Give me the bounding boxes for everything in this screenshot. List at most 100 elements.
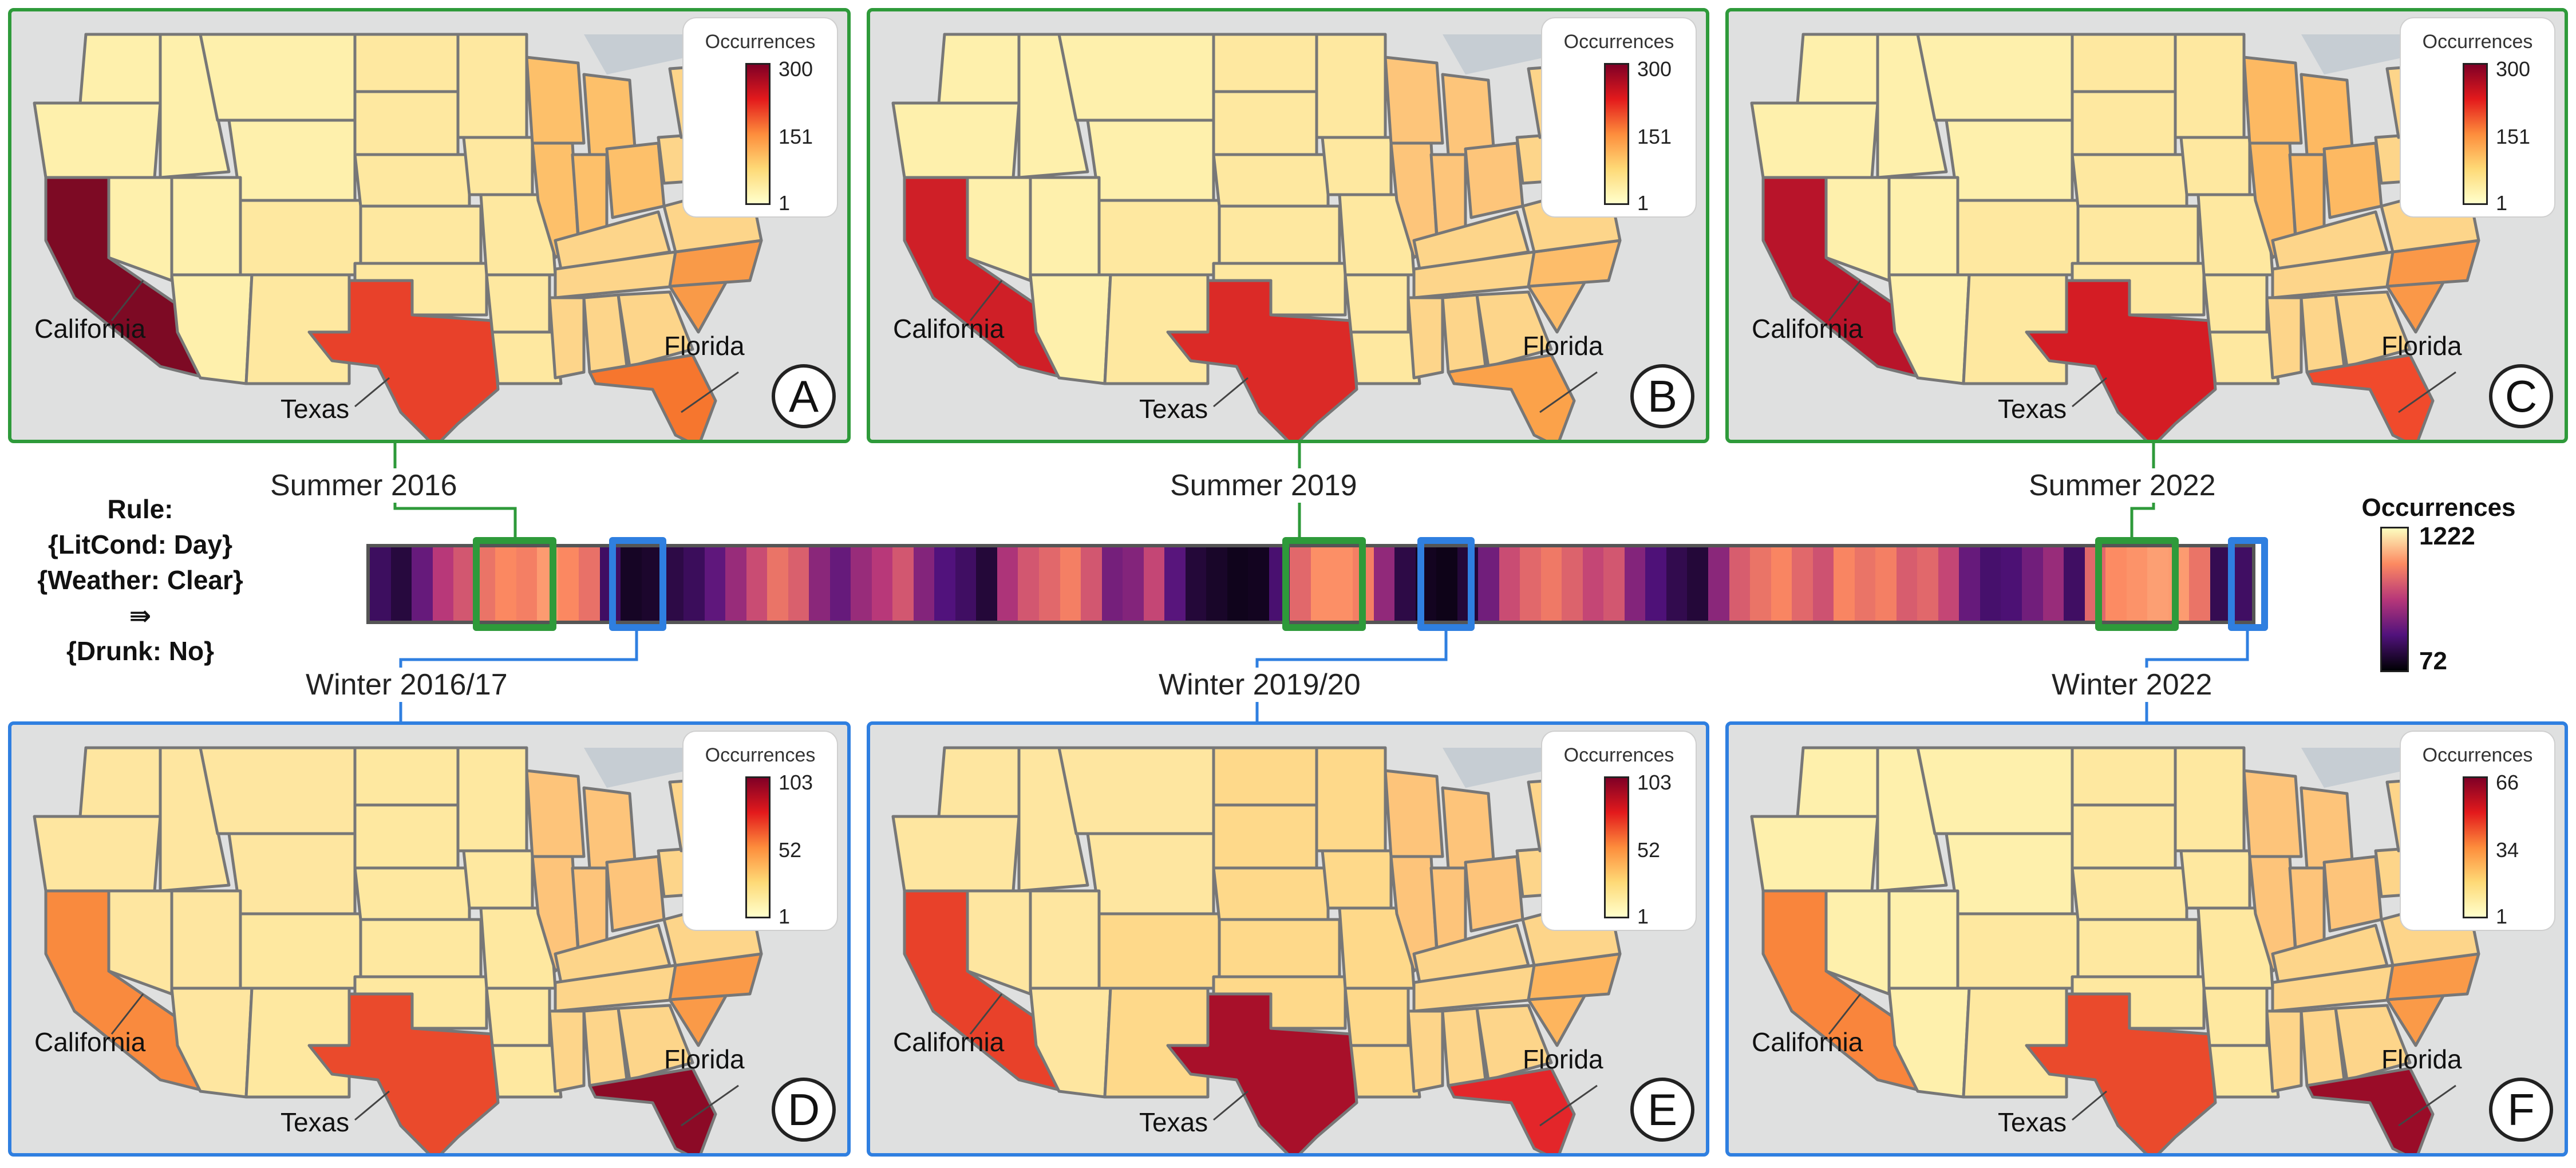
timeline-cell[interactable]	[871, 547, 893, 621]
state-louisiana[interactable]	[2208, 330, 2280, 385]
timeline-cell[interactable]	[913, 547, 935, 621]
timeline-cell[interactable]	[851, 547, 872, 621]
timeline-cell[interactable]	[767, 547, 788, 621]
timeline-cell[interactable]	[1332, 547, 1353, 621]
timeline-cell[interactable]	[1123, 547, 1144, 621]
timeline-cell[interactable]	[432, 547, 454, 621]
timeline-cell[interactable]	[1018, 547, 1039, 621]
timeline-cell[interactable]	[2064, 547, 2085, 621]
timeline-cell[interactable]	[2042, 547, 2064, 621]
timeline-cell[interactable]	[1834, 547, 1855, 621]
timeline-cell[interactable]	[1959, 547, 1980, 621]
timeline-cell[interactable]	[1373, 547, 1395, 621]
timeline-cell[interactable]	[453, 547, 475, 621]
state-wisconsin[interactable]	[2242, 769, 2303, 858]
timeline-cell[interactable]	[955, 547, 977, 621]
timeline-cell[interactable]	[1101, 547, 1123, 621]
state-arizona[interactable]	[1887, 273, 1971, 385]
timeline-cell[interactable]	[1750, 547, 1771, 621]
state-mississippi[interactable]	[548, 296, 586, 380]
timeline-cell[interactable]	[390, 547, 412, 621]
state-new-mexico[interactable]	[244, 987, 351, 1099]
occurrence-timeline[interactable]	[366, 544, 2255, 624]
timeline-cell[interactable]	[1771, 547, 1792, 621]
state-arizona[interactable]	[1029, 987, 1112, 1099]
state-idaho[interactable]	[159, 33, 231, 179]
timeline-cell[interactable]	[516, 547, 538, 621]
timeline-cell[interactable]	[1666, 547, 1688, 621]
timeline-cell[interactable]	[1624, 547, 1646, 621]
state-idaho[interactable]	[1017, 33, 1089, 179]
highlight-summer-2022[interactable]	[2095, 537, 2179, 631]
state-mississippi[interactable]	[1406, 296, 1444, 380]
timeline-cell[interactable]	[1708, 547, 1729, 621]
map-panel-c[interactable]: California Texas Florida Occurrences 300 1…	[1725, 8, 2568, 443]
state-mississippi[interactable]	[2265, 296, 2303, 380]
timeline-cell[interactable]	[1436, 547, 1457, 621]
timeline-cell[interactable]	[788, 547, 809, 621]
state-florida[interactable]	[588, 353, 717, 443]
timeline-cell[interactable]	[1603, 547, 1625, 621]
timeline-cell[interactable]	[1227, 547, 1249, 621]
timeline-cell[interactable]	[641, 547, 663, 621]
state-florida[interactable]	[1447, 353, 1576, 443]
timeline-cell[interactable]	[2001, 547, 2022, 621]
timeline-cell[interactable]	[2147, 547, 2168, 621]
timeline-cell[interactable]	[1875, 547, 1897, 621]
timeline-cell[interactable]	[1540, 547, 1562, 621]
timeline-cell[interactable]	[1081, 547, 1102, 621]
timeline-cell[interactable]	[997, 547, 1018, 621]
timeline-cell[interactable]	[2105, 547, 2127, 621]
timeline-cell[interactable]	[1290, 547, 1311, 621]
timeline-cell[interactable]	[1582, 547, 1604, 621]
timeline-cell[interactable]	[2210, 547, 2231, 621]
map-panel-b[interactable]: California Texas Florida Occurrences 300 1…	[867, 8, 1709, 443]
state-mississippi[interactable]	[1406, 1009, 1444, 1093]
timeline-cell[interactable]	[704, 547, 726, 621]
state-arizona[interactable]	[1887, 987, 1971, 1099]
state-florida[interactable]	[1447, 1067, 1576, 1157]
highlight-winter-2016[interactable]	[609, 537, 666, 631]
timeline-cell[interactable]	[1039, 547, 1060, 621]
timeline-cell[interactable]	[683, 547, 705, 621]
timeline-cell[interactable]	[1248, 547, 1269, 621]
state-wisconsin[interactable]	[1384, 769, 1444, 858]
timeline-cell[interactable]	[1478, 547, 1499, 621]
timeline-cell[interactable]	[1457, 547, 1479, 621]
timeline-cell[interactable]	[579, 547, 600, 621]
timeline-cell[interactable]	[725, 547, 746, 621]
timeline-cell[interactable]	[892, 547, 914, 621]
state-texas[interactable]	[307, 279, 500, 443]
state-louisiana[interactable]	[1349, 1044, 1421, 1099]
timeline-cell[interactable]	[809, 547, 830, 621]
state-texas[interactable]	[2025, 992, 2217, 1157]
state-mississippi[interactable]	[548, 1009, 586, 1093]
state-georgia[interactable]	[2334, 1004, 2412, 1082]
map-panel-e[interactable]: California Texas Florida Occurrences 103 5…	[867, 721, 1709, 1157]
state-idaho[interactable]	[159, 746, 231, 893]
timeline-cell[interactable]	[1792, 547, 1813, 621]
state-georgia[interactable]	[2334, 290, 2412, 368]
state-florida[interactable]	[2305, 1067, 2435, 1157]
timeline-cell[interactable]	[370, 547, 391, 621]
timeline-cell[interactable]	[2021, 547, 2043, 621]
state-louisiana[interactable]	[2208, 1044, 2280, 1099]
state-wisconsin[interactable]	[525, 56, 586, 145]
state-arizona[interactable]	[170, 987, 254, 1099]
state-florida[interactable]	[588, 1067, 717, 1157]
map-panel-f[interactable]: California Texas Florida Occurrences 66 34…	[1725, 721, 2568, 1157]
timeline-cell[interactable]	[1520, 547, 1541, 621]
timeline-cell[interactable]	[1917, 547, 1938, 621]
timeline-cell[interactable]	[412, 547, 433, 621]
state-new-mexico[interactable]	[1103, 273, 1210, 385]
timeline-cell[interactable]	[1143, 547, 1165, 621]
state-georgia[interactable]	[617, 290, 694, 368]
state-wisconsin[interactable]	[525, 769, 586, 858]
state-georgia[interactable]	[617, 1004, 694, 1082]
map-panel-d[interactable]: California Texas Florida Occurrences 103 5…	[8, 721, 851, 1157]
state-mississippi[interactable]	[2265, 1009, 2303, 1093]
timeline-cell[interactable]	[2084, 547, 2106, 621]
timeline-cell[interactable]	[558, 547, 579, 621]
timeline-cell[interactable]	[1499, 547, 1520, 621]
timeline-cell[interactable]	[1562, 547, 1583, 621]
